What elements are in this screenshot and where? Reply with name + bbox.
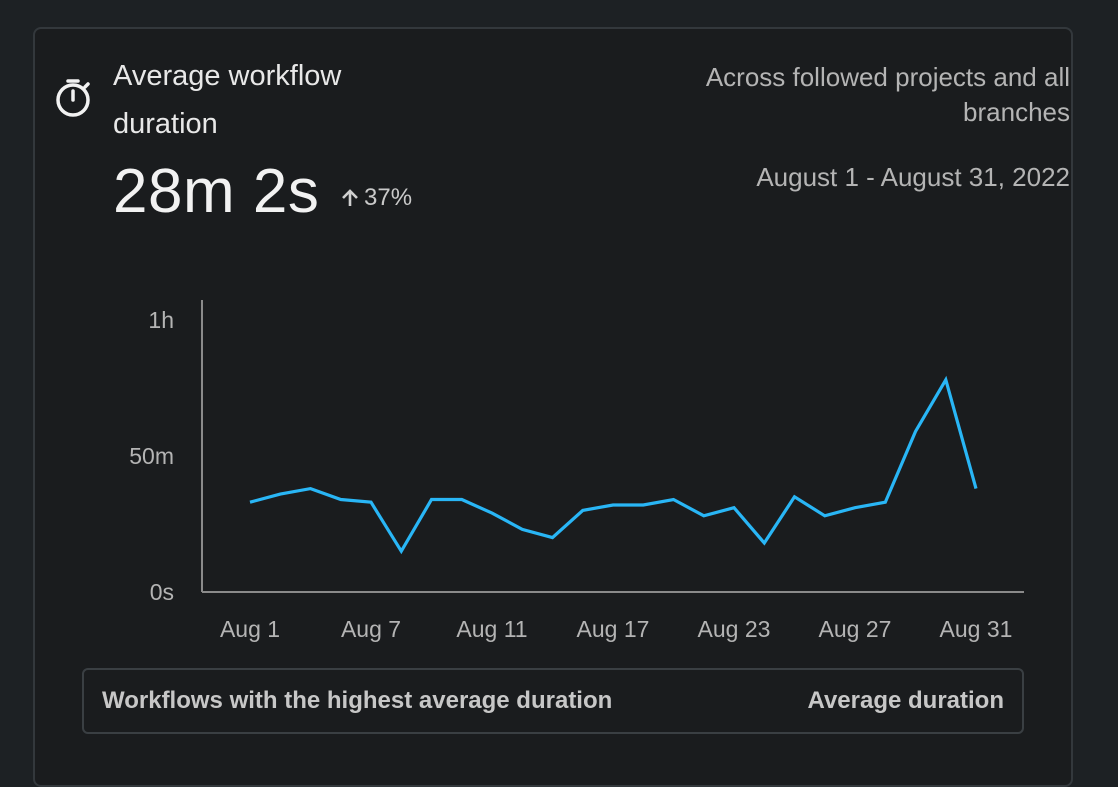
arrow-up-icon bbox=[342, 189, 358, 206]
widget-title: Average workflow duration bbox=[113, 60, 342, 140]
change-indicator: 37% bbox=[340, 183, 412, 213]
change-percent: 37% bbox=[364, 184, 413, 211]
stopwatch-icon bbox=[56, 79, 90, 117]
date-range: August 1 - August 31, 2022 bbox=[756, 162, 1070, 192]
column-header-workflow[interactable]: Workflows with the highest average durat… bbox=[102, 687, 613, 714]
average-duration-value: 28m 2s bbox=[113, 157, 320, 226]
top-workflows-table-header: Workflows with the highest average durat… bbox=[82, 668, 1024, 734]
column-header-average-duration[interactable]: Average duration bbox=[807, 687, 1005, 714]
scope-description: Across followed projects and all branche… bbox=[705, 62, 1070, 127]
